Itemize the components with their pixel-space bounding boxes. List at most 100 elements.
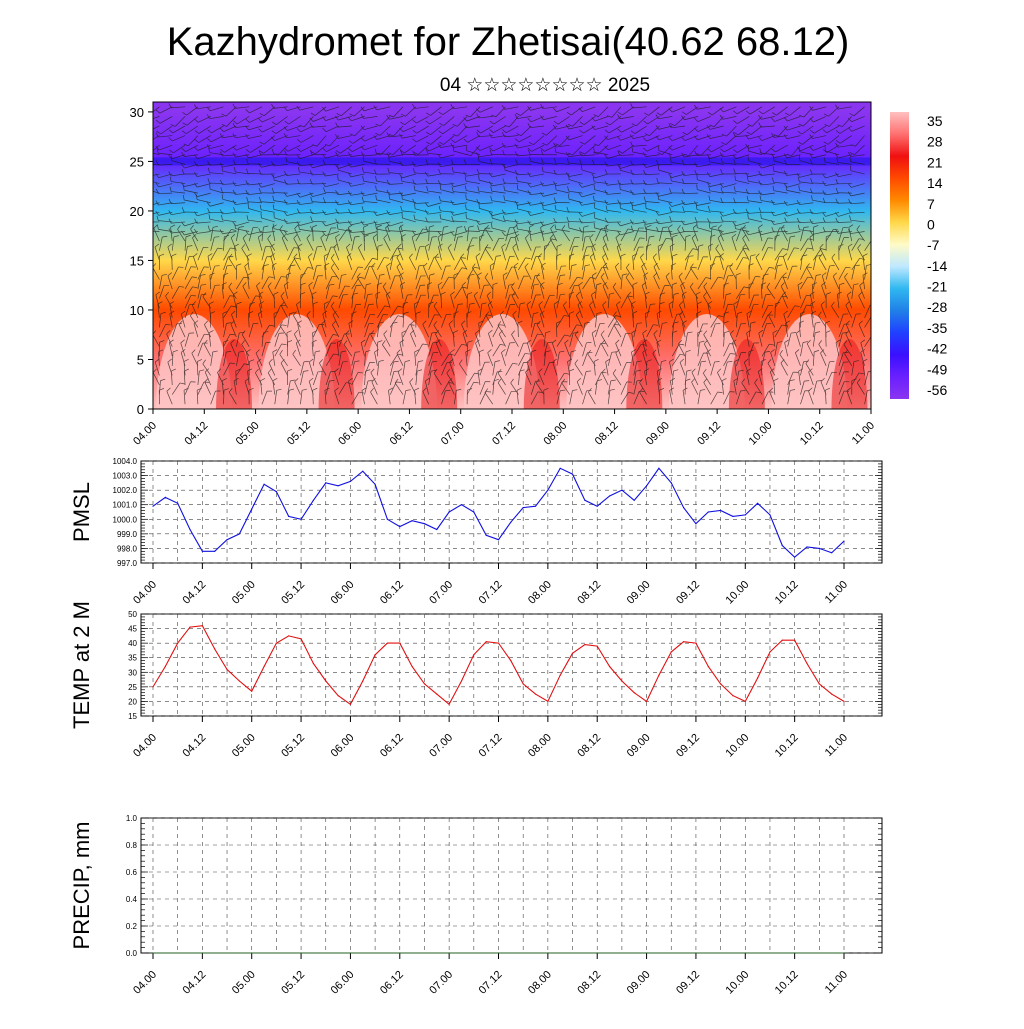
data-point <box>806 663 807 664</box>
wind-barb-feather <box>143 173 146 177</box>
data-point <box>375 654 376 655</box>
data-point <box>264 484 265 485</box>
colorbar-label: 14 <box>927 175 943 191</box>
data-point <box>523 683 524 684</box>
data-point <box>486 641 487 642</box>
x-tick-label: 10.00 <box>723 969 751 997</box>
y-axis-title: TEMP at 2 M <box>69 601 94 729</box>
x-tick-label: 06.00 <box>336 420 364 448</box>
colorbar-label: -28 <box>927 299 947 315</box>
panel-frame <box>141 461 882 563</box>
x-tick-label: 06.12 <box>378 732 406 760</box>
data-point <box>177 643 178 644</box>
data-point <box>288 516 289 517</box>
data-point <box>387 519 388 520</box>
data-point <box>769 514 770 515</box>
colorbar-label: -7 <box>927 237 940 253</box>
data-point <box>510 522 511 523</box>
data-point <box>486 535 487 536</box>
page-subtitle: 04 ☆☆☆☆☆☆☆☆ 2025 <box>440 75 650 96</box>
x-tick-label: 09.00 <box>644 420 672 448</box>
x-tick-label: 07.00 <box>427 732 455 760</box>
data-point <box>251 952 252 953</box>
y-tick-label: 0.0 <box>126 949 138 958</box>
x-tick-label: 07.00 <box>427 969 455 997</box>
y-tick-label: 25 <box>128 683 137 692</box>
data-point <box>152 952 153 953</box>
wind-barb-feather <box>872 239 877 240</box>
y-tick-label: 1003.0 <box>113 472 138 481</box>
x-tick-label: 04.12 <box>181 732 209 760</box>
data-point <box>473 511 474 512</box>
data-point <box>523 507 524 508</box>
x-tick-label: 07.12 <box>477 969 505 997</box>
x-tick-label: 07.12 <box>477 579 505 607</box>
x-tick-label: 05.00 <box>230 579 258 607</box>
x-tick-label: 08.00 <box>541 420 569 448</box>
x-tick-label: 05.00 <box>234 420 262 448</box>
y-tick-label: 15 <box>130 253 144 268</box>
x-tick-label: 08.00 <box>526 732 554 760</box>
x-tick-label: 06.12 <box>378 579 406 607</box>
data-point <box>214 551 215 552</box>
data-point <box>794 952 795 953</box>
x-tick-label: 11.00 <box>823 732 850 759</box>
data-point <box>165 666 166 667</box>
y-tick-label: 999.0 <box>117 530 138 539</box>
data-point <box>621 680 622 681</box>
data-point <box>843 701 844 702</box>
data-point <box>609 495 610 496</box>
data-point <box>584 644 585 645</box>
data-point <box>794 557 795 558</box>
colorbar-label: -14 <box>927 258 947 274</box>
data-point <box>325 680 326 681</box>
colorbar-label: -42 <box>927 341 947 357</box>
x-tick-label: 09.12 <box>674 732 702 760</box>
panel-frame <box>141 614 882 716</box>
wind-barb-feather <box>143 128 147 132</box>
data-point <box>695 523 696 524</box>
data-point <box>757 678 758 679</box>
data-point <box>621 490 622 491</box>
data-point <box>806 546 807 547</box>
data-point <box>597 506 598 507</box>
data-point <box>449 952 450 953</box>
wind-barb-feather <box>872 335 877 336</box>
wind-barb-feather <box>230 296 235 297</box>
data-point <box>745 514 746 515</box>
x-tick-label: 07.12 <box>477 732 505 760</box>
data-point <box>510 660 511 661</box>
wind-barb-feather <box>144 226 146 231</box>
x-tick-label: 05.12 <box>285 420 313 448</box>
x-tick-label: 08.12 <box>575 579 603 607</box>
data-point <box>720 683 721 684</box>
data-point <box>843 952 844 953</box>
x-tick-label: 04.12 <box>181 579 209 607</box>
y-tick-label: 30 <box>128 668 137 677</box>
x-tick-label: 11.00 <box>823 579 850 606</box>
data-point <box>757 503 758 504</box>
y-tick-label: 0.6 <box>126 868 138 877</box>
data-point <box>547 952 548 953</box>
x-tick-label: 09.12 <box>695 420 723 448</box>
y-tick-label: 10 <box>130 303 144 318</box>
data-point <box>313 663 314 664</box>
x-tick-label: 05.12 <box>279 579 307 607</box>
colorbar-label: -56 <box>927 382 947 398</box>
colorbar-label: -35 <box>927 320 947 336</box>
data-point <box>449 511 450 512</box>
data-point <box>634 500 635 501</box>
x-tick-label: 10.12 <box>798 420 826 448</box>
colorbar-label: 28 <box>927 134 943 150</box>
data-point <box>646 485 647 486</box>
data-point <box>338 485 339 486</box>
data-point <box>375 484 376 485</box>
data-point <box>399 526 400 527</box>
x-tick-label: 09.00 <box>625 732 653 760</box>
data-point <box>202 952 203 953</box>
x-tick-label: 06.00 <box>329 579 357 607</box>
data-point <box>819 683 820 684</box>
